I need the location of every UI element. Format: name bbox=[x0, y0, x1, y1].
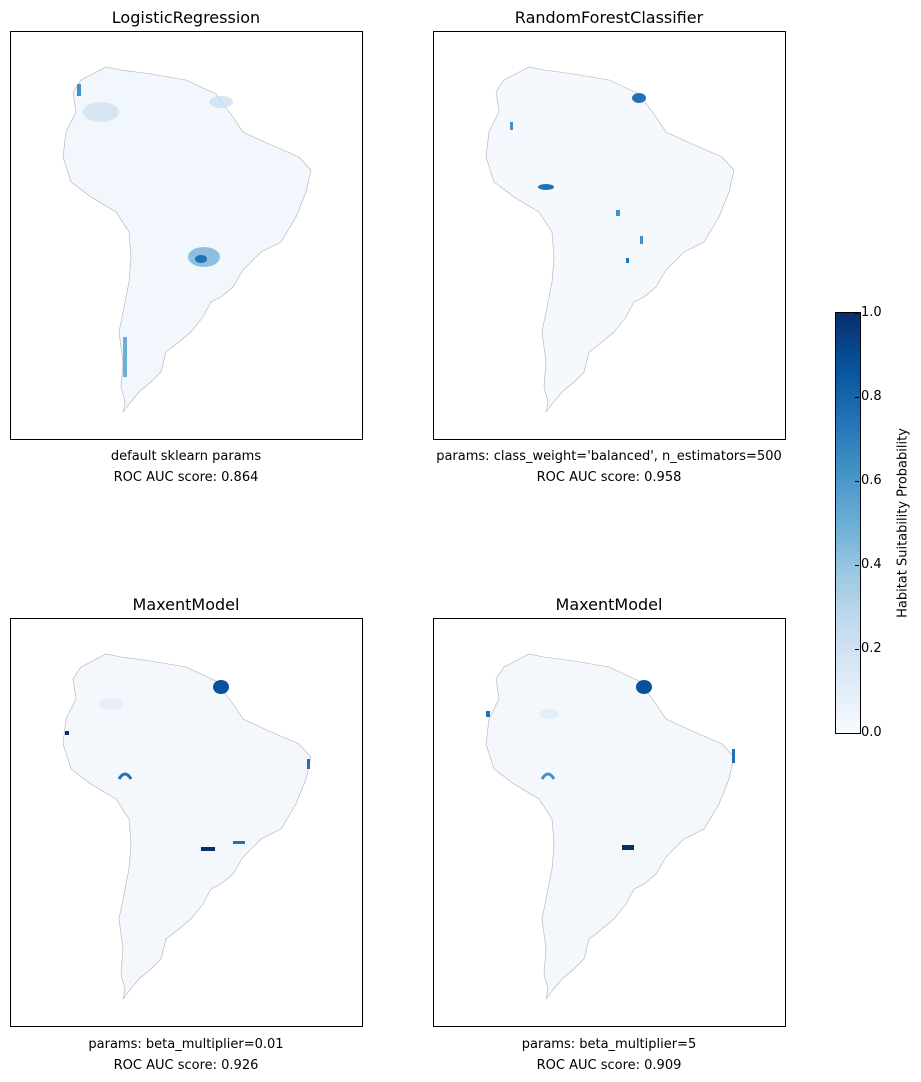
suitability-hotspot bbox=[195, 255, 207, 263]
suitability-hotspot bbox=[732, 749, 735, 763]
map-svg bbox=[62, 653, 312, 1000]
map-panel-randomforest bbox=[433, 31, 786, 440]
map-svg bbox=[485, 66, 735, 413]
colorbar bbox=[835, 312, 861, 734]
suitability-hotspot bbox=[77, 84, 81, 96]
map-svg bbox=[485, 653, 735, 1000]
panel-score-caption: ROC AUC score: 0.864 bbox=[113, 470, 259, 485]
panel-title: MaxentModel bbox=[555, 595, 663, 614]
panel-params-caption: params: beta_multiplier=0.01 bbox=[88, 1037, 284, 1052]
panel-score-caption: ROC AUC score: 0.958 bbox=[536, 470, 682, 485]
suitability-hotspot bbox=[622, 845, 634, 850]
colorbar-label: Habitat Suitability Probability bbox=[895, 428, 911, 618]
colorbar-tick-label: 1.0 bbox=[855, 305, 882, 320]
suitability-hotspot bbox=[99, 698, 123, 710]
suitability-hotspot bbox=[616, 210, 620, 216]
colorbar-tick-label: 0.0 bbox=[855, 725, 882, 740]
panel-title: LogisticRegression bbox=[111, 8, 261, 27]
colorbar-tick-label: 0.4 bbox=[855, 557, 882, 572]
suitability-hotspot bbox=[213, 680, 229, 694]
suitability-hotspot bbox=[640, 236, 643, 244]
suitability-hotspot bbox=[538, 184, 554, 190]
map-panel-maxent-1 bbox=[10, 618, 363, 1027]
panel-params-caption: default sklearn params bbox=[110, 449, 262, 464]
map-panel-maxent-2 bbox=[433, 618, 786, 1027]
panel-score-caption: ROC AUC score: 0.909 bbox=[536, 1058, 682, 1073]
continent-shape bbox=[485, 66, 735, 413]
suitability-hotspot bbox=[486, 711, 490, 717]
panel-params-caption: params: class_weight='balanced', n_estim… bbox=[436, 449, 782, 464]
colorbar-tick-label: 0.2 bbox=[855, 641, 882, 656]
map-panel-logistic bbox=[10, 31, 363, 440]
panel-params-caption: params: beta_multiplier=5 bbox=[521, 1037, 697, 1052]
panel-score-caption: ROC AUC score: 0.926 bbox=[113, 1058, 259, 1073]
suitability-hotspot bbox=[636, 680, 652, 694]
colorbar-tick-label: 0.8 bbox=[855, 389, 882, 404]
continent-shape bbox=[62, 66, 312, 413]
suitability-hotspot bbox=[233, 841, 245, 844]
suitability-hotspot bbox=[539, 709, 559, 719]
suitability-hotspot bbox=[117, 772, 133, 780]
suitability-hotspot bbox=[510, 122, 513, 130]
panel-title: RandomForestClassifier bbox=[514, 8, 704, 27]
colorbar-tick-label: 0.6 bbox=[855, 473, 882, 488]
continent-shape bbox=[62, 653, 312, 1000]
suitability-hotspot bbox=[209, 96, 233, 108]
suitability-hotspot bbox=[65, 731, 69, 735]
suitability-hotspot bbox=[307, 759, 310, 769]
suitability-hotspot bbox=[201, 847, 215, 851]
suitability-hotspot bbox=[626, 258, 629, 263]
suitability-hotspot bbox=[540, 772, 556, 780]
continent-shape bbox=[485, 653, 735, 1000]
suitability-hotspot bbox=[632, 93, 646, 103]
suitability-hotspot bbox=[83, 102, 119, 122]
suitability-hotspot bbox=[123, 337, 127, 377]
panel-title: MaxentModel bbox=[132, 595, 240, 614]
map-svg bbox=[62, 66, 312, 413]
